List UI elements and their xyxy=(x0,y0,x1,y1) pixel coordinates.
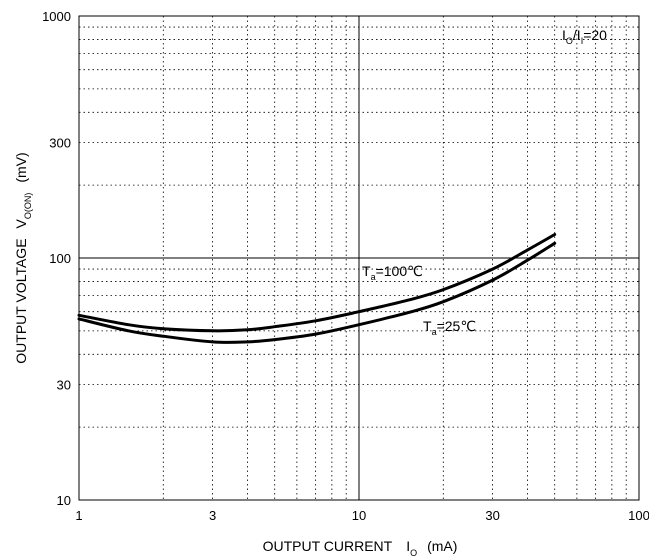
series-label-ta-100: Ta=100℃ xyxy=(362,263,423,282)
x-axis-label: OUTPUT CURRENT IO (mA) xyxy=(263,538,458,558)
x-tick-label: 3 xyxy=(209,508,216,523)
tick-labels: 1 3 10 30 100 10 30 100 300 1000 xyxy=(42,9,649,523)
x-tick-label: 1 xyxy=(75,508,82,523)
y-tick-label: 1000 xyxy=(42,9,71,24)
x-tick-label: 30 xyxy=(485,508,499,523)
y-tick-label: 300 xyxy=(49,136,71,151)
series-line-1 xyxy=(77,241,557,344)
y-tick-label: 100 xyxy=(49,251,71,266)
y-tick-label: 10 xyxy=(57,493,71,508)
x-tick-label: 10 xyxy=(352,508,366,523)
x-tick-label: 100 xyxy=(628,508,649,523)
plot-frame xyxy=(78,15,640,501)
condition-label: IO/II=20 xyxy=(562,27,607,46)
y-tick-label: 30 xyxy=(57,378,71,393)
y-axis-label: OUTPUT VOLTAGEVO(ON)(mV) xyxy=(13,152,33,363)
series-lines xyxy=(77,233,557,344)
series-line-0 xyxy=(77,233,557,333)
series-label-ta-25: Ta=25℃ xyxy=(423,318,476,337)
grid xyxy=(79,16,639,500)
